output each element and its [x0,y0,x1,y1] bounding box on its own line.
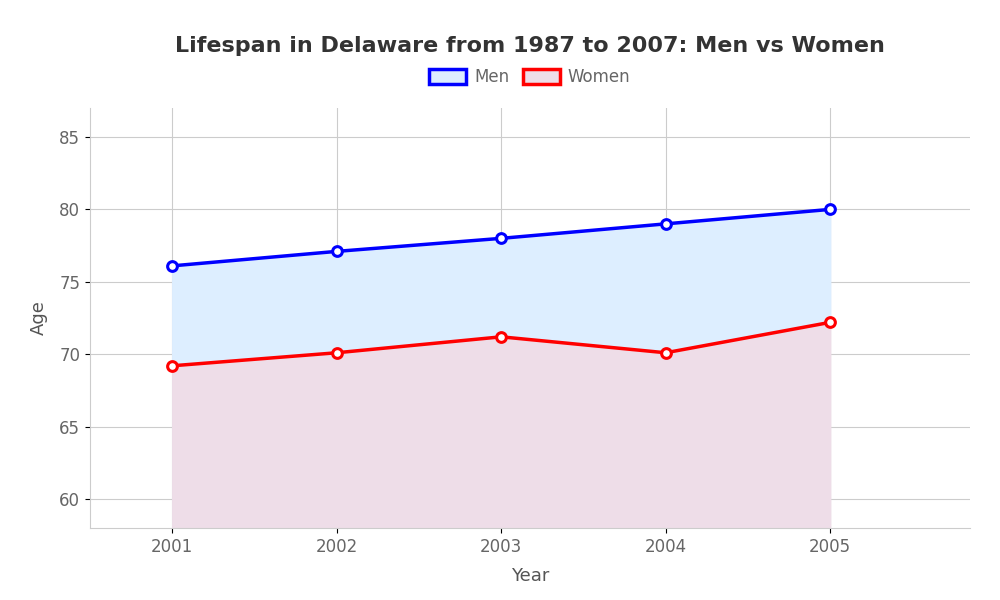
Title: Lifespan in Delaware from 1987 to 2007: Men vs Women: Lifespan in Delaware from 1987 to 2007: … [175,37,885,56]
X-axis label: Year: Year [511,567,549,585]
Y-axis label: Age: Age [30,301,48,335]
Legend: Men, Women: Men, Women [423,62,637,93]
